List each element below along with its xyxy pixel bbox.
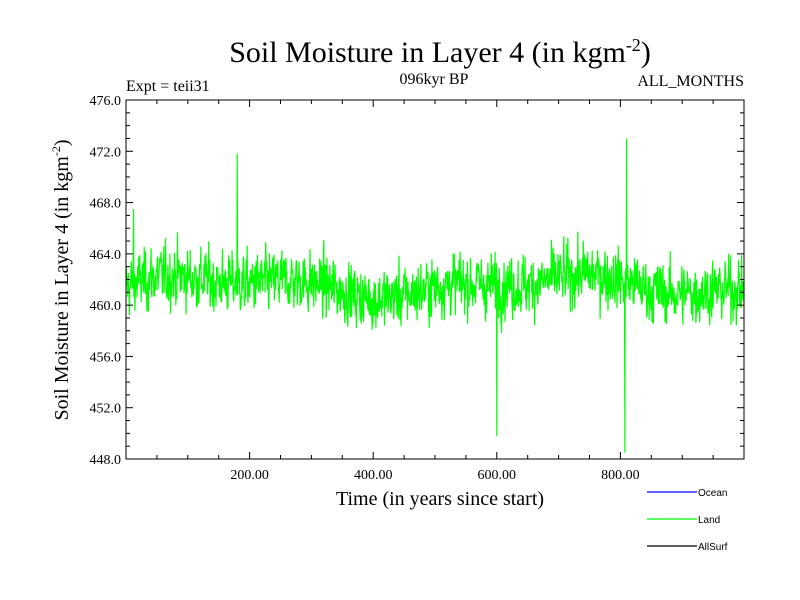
- chart-title-suffix: ): [641, 36, 651, 69]
- legend: Ocean Land AllSurf: [647, 488, 728, 553]
- legend-label-allsurf: AllSurf: [698, 542, 728, 553]
- chart-title-sup: -2: [626, 35, 641, 55]
- plot-area: 448.0 452.0 456.0 460.0 464.0 468.0 472.0 476.0…: [90, 94, 745, 483]
- series-line-land: [125, 138, 745, 453]
- y-tick-label: 460.0: [90, 299, 122, 314]
- x-tick-label: 200.00: [230, 468, 269, 483]
- x-axis-label: Time (in years since start): [336, 488, 544, 510]
- y-tick-label: 456.0: [90, 350, 122, 365]
- chart-title: Soil Moisture in Layer 4 (in kgm-2): [229, 35, 651, 69]
- legend-label-land: Land: [698, 515, 720, 526]
- series-layer: [125, 138, 745, 453]
- subtitle-period: 096kyr BP: [400, 71, 469, 88]
- y-tick-label: 448.0: [90, 453, 122, 468]
- y-axis-label-sup: -2: [49, 146, 63, 156]
- y-axis-label: Soil Moisture in Layer 4 (in kgm-2): [49, 139, 73, 420]
- x-tick-label: 400.00: [354, 468, 393, 483]
- x-tick-label: 600.00: [478, 468, 517, 483]
- y-tick-label: 464.0: [90, 248, 122, 263]
- subtitle-expt: Expt = teii31: [126, 78, 210, 95]
- y-tick-label: 452.0: [90, 402, 122, 417]
- y-tick-label: 468.0: [90, 197, 122, 212]
- x-axis: 200.00 400.00 600.00 800.00: [156, 100, 714, 483]
- chart-title-main: Soil Moisture in Layer 4 (in kgm: [229, 36, 626, 69]
- y-axis-label-main: Soil Moisture in Layer 4 (in kgm: [51, 156, 73, 421]
- y-axis: 448.0 452.0 456.0 460.0 464.0 468.0 472.0 476.0: [90, 94, 744, 468]
- legend-label-ocean: Ocean: [698, 488, 727, 499]
- x-tick-label: 800.00: [601, 468, 640, 483]
- y-tick-label: 476.0: [90, 94, 122, 109]
- y-tick-label: 472.0: [90, 145, 122, 160]
- y-axis-label-suffix: ): [51, 139, 73, 146]
- subtitle-months: ALL_MONTHS: [637, 73, 744, 90]
